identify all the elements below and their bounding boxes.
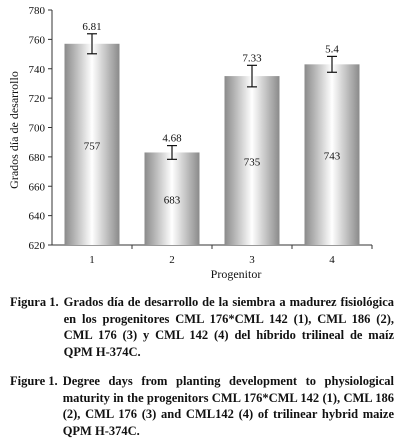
bar-value-label: 757 — [84, 140, 101, 152]
bar-value-label: 735 — [244, 157, 261, 169]
bar-value-label: 683 — [164, 195, 181, 207]
figure-caption-english: Figure 1. Degree days from planting deve… — [10, 373, 394, 439]
x-tick-label: 2 — [169, 254, 175, 266]
chart-svg: 620 640 660 680 700 720 740 760 780 1 6.81 757 2 4.68… — [7, 5, 373, 281]
y-tick-label: 620 — [29, 240, 46, 252]
y-tick-label: 720 — [29, 93, 46, 105]
y-tick-label: 680 — [29, 152, 46, 164]
bar-3 — [224, 76, 280, 245]
x-tick-label: 1 — [89, 254, 95, 266]
error-label: 7.33 — [242, 52, 262, 64]
x-tick-label: 3 — [249, 254, 255, 266]
error-label: 5.4 — [325, 43, 339, 55]
bar-1 — [64, 43, 120, 245]
caption-en-text: Degree days from planting development to… — [62, 374, 394, 438]
y-tick-label: 640 — [29, 211, 46, 223]
error-label: 4.68 — [162, 133, 182, 145]
y-axis-title: Grados día de desarrollo — [7, 71, 21, 189]
figure-caption-spanish: Figura 1. Grados día de desarrollo de la… — [10, 294, 394, 360]
x-axis-title: Progenitor — [211, 267, 262, 281]
bar-chart: 620 640 660 680 700 720 740 760 780 1 6.81 757 2 4.68… — [7, 5, 373, 281]
caption-es-text: Grados día de desarrollo de la siembra a… — [63, 295, 394, 359]
error-label: 6.81 — [82, 21, 101, 33]
y-tick-label: 780 — [29, 5, 46, 17]
y-tick-label: 700 — [29, 123, 46, 135]
caption-en-prefix: Figure 1. — [10, 374, 58, 388]
bar-value-label: 743 — [324, 151, 341, 163]
bar-4 — [304, 64, 360, 245]
x-tick-label: 4 — [329, 254, 335, 266]
y-tick-label: 660 — [29, 181, 46, 193]
y-tick-label: 740 — [29, 64, 46, 76]
y-tick-label: 760 — [29, 34, 46, 46]
bar-2 — [144, 152, 200, 245]
caption-es-prefix: Figura 1. — [10, 295, 59, 309]
plot-area: 620 640 660 680 700 720 740 760 780 1 6.81 757 2 4.68… — [29, 5, 373, 266]
